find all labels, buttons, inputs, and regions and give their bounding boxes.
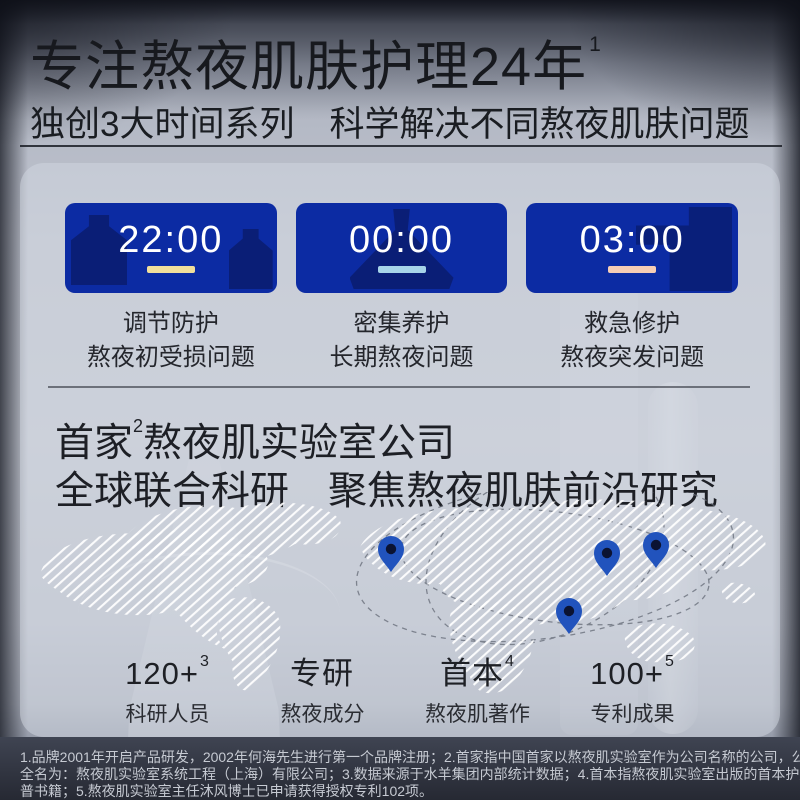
time-label: 22:00 bbox=[118, 219, 224, 261]
card-caption: 密集养护 长期熬夜问题 bbox=[330, 307, 474, 375]
stat-number: 120+ bbox=[125, 656, 199, 691]
footer-band bbox=[0, 737, 800, 800]
stat-value: 120+3 bbox=[90, 645, 245, 691]
footnote-line: 普书籍；5.熬夜肌实验室主任沐风博士已申请获得授权专利102项。 bbox=[20, 783, 434, 799]
bottle-silhouette bbox=[228, 229, 273, 289]
page-title-text: 专注熬夜肌肤护理24年 bbox=[30, 37, 588, 97]
lab-heading-line1: 首家2熬夜肌实验室公司 bbox=[55, 402, 718, 468]
stat-value: 专研 bbox=[245, 645, 400, 691]
time-card-column: 03:00 救急修护 熬夜突发问题 bbox=[526, 203, 739, 375]
stat-value: 100+5 bbox=[555, 645, 710, 691]
time-label: 03:00 bbox=[579, 219, 685, 261]
stat-value: 首本4 bbox=[400, 645, 555, 691]
time-card-0000: 00:00 bbox=[295, 203, 508, 293]
stat-number: 100+ bbox=[590, 656, 664, 691]
time-card-0300: 03:00 bbox=[526, 203, 739, 293]
title-superscript: 1 bbox=[589, 33, 602, 56]
page-subtitle: 独创3大时间系列 科学解决不同熬夜肌肤问题 bbox=[30, 105, 750, 144]
card-caption-line2: 熬夜初受损问题 bbox=[86, 344, 255, 371]
stat-superscript: 3 bbox=[199, 653, 210, 670]
stats-row: 120+3 科研人员 专研 熬夜成分 首本4 熬夜肌著作 100+5 专利成果 bbox=[90, 645, 710, 728]
card-caption: 调节防护 熬夜初受损问题 bbox=[87, 307, 255, 375]
footnote-line: 1.品牌2001年开启产品研发，2002年何海先生进行第一个品牌注册；2.首家指… bbox=[20, 749, 800, 765]
footnote-line: 全名为：熬夜肌实验室系统工程（上海）有限公司；3.数据来源于水羊集团内部统计数据… bbox=[20, 766, 800, 782]
stat-number: 首本 bbox=[440, 656, 505, 691]
stat-label: 专利成果 bbox=[590, 703, 675, 726]
card-caption-line1: 调节防护 bbox=[122, 310, 219, 337]
time-label: 00:00 bbox=[348, 219, 455, 261]
card-underline bbox=[146, 266, 195, 273]
card-underline bbox=[608, 266, 657, 273]
card-caption: 救急修护 熬夜突发问题 bbox=[560, 307, 704, 375]
stat-superscript: 4 bbox=[505, 653, 515, 670]
lab-heading-suffix: 熬夜肌实验室公司 bbox=[143, 422, 456, 465]
card-caption-line1: 密集养护 bbox=[353, 310, 450, 337]
time-cards-row: 22:00 调节防护 熬夜初受损问题 00:00 密集养护 长期熬夜问题 03: bbox=[65, 203, 739, 375]
divider bbox=[20, 145, 782, 147]
footnotes: 1.品牌2001年开启产品研发，2002年何海先生进行第一个品牌注册；2.首家指… bbox=[20, 749, 800, 800]
lab-section-heading: 首家2熬夜肌实验室公司 全球联合科研 聚焦熬夜肌肤前沿研究 bbox=[55, 402, 718, 516]
stat-label: 科研人员 bbox=[125, 703, 210, 726]
stat-superscript: 5 bbox=[664, 653, 675, 670]
divider bbox=[48, 386, 750, 388]
page-title: 专注熬夜肌肤护理24年1 bbox=[30, 22, 602, 101]
card-caption-line2: 长期熬夜问题 bbox=[329, 344, 474, 371]
lab-heading-superscript: 2 bbox=[133, 416, 144, 436]
stat-label: 熬夜成分 bbox=[280, 703, 365, 726]
stat-researchers: 120+3 科研人员 bbox=[90, 645, 245, 728]
time-card-column: 00:00 密集养护 长期熬夜问题 bbox=[295, 203, 508, 375]
time-card-column: 22:00 调节防护 熬夜初受损问题 bbox=[65, 203, 277, 375]
stat-number: 专研 bbox=[290, 656, 354, 691]
card-caption-line2: 熬夜突发问题 bbox=[560, 344, 705, 371]
stat-label: 熬夜肌著作 bbox=[425, 703, 530, 726]
lab-heading-prefix: 首家 bbox=[55, 422, 134, 465]
stat-book: 首本4 熬夜肌著作 bbox=[400, 645, 555, 728]
card-underline bbox=[377, 266, 426, 273]
stat-patents: 100+5 专利成果 bbox=[555, 645, 710, 728]
lab-heading-line2: 全球联合科研 聚焦熬夜肌肤前沿研究 bbox=[55, 470, 719, 513]
card-caption-line1: 救急修护 bbox=[584, 310, 681, 337]
stat-ingredients: 专研 熬夜成分 bbox=[245, 645, 400, 728]
time-card-2200: 22:00 bbox=[65, 203, 277, 293]
